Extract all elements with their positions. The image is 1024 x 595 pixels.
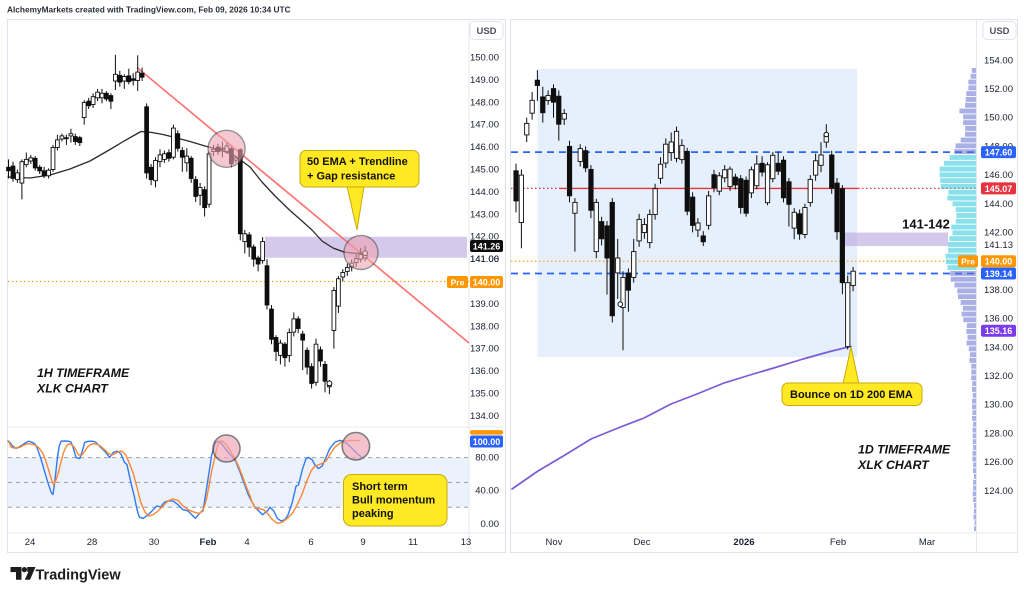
- svg-text:Bounce on 1D 200 EMA: Bounce on 1D 200 EMA: [790, 389, 913, 401]
- svg-text:30: 30: [149, 537, 160, 548]
- svg-text:Dec: Dec: [634, 537, 651, 548]
- svg-text:146.00: 146.00: [984, 170, 1013, 181]
- svg-text:149.00: 149.00: [470, 75, 499, 86]
- svg-text:150.00: 150.00: [470, 53, 499, 64]
- svg-text:4: 4: [244, 537, 249, 548]
- svg-text:XLK CHART: XLK CHART: [36, 382, 109, 396]
- svg-text:XLK CHART: XLK CHART: [857, 458, 930, 472]
- svg-text:145.00: 145.00: [470, 165, 499, 176]
- svg-text:142.00: 142.00: [984, 228, 1013, 239]
- svg-text:143.00: 143.00: [470, 209, 499, 220]
- svg-text:146.00: 146.00: [470, 142, 499, 153]
- svg-text:9: 9: [360, 537, 365, 548]
- svg-text:Pre: Pre: [961, 257, 975, 267]
- svg-text:137.00: 137.00: [470, 344, 499, 355]
- svg-text:140.00: 140.00: [985, 257, 1013, 267]
- svg-text:136.00: 136.00: [470, 366, 499, 377]
- svg-text:1H TIMEFRAME: 1H TIMEFRAME: [37, 366, 130, 380]
- svg-text:Bull momentum: Bull momentum: [352, 495, 435, 507]
- svg-text:28: 28: [87, 537, 98, 548]
- svg-text:Feb: Feb: [830, 537, 846, 548]
- svg-text:130.00: 130.00: [984, 400, 1013, 411]
- svg-text:134.00: 134.00: [984, 342, 1013, 353]
- svg-text:140.00: 140.00: [473, 278, 501, 288]
- svg-text:50 EMA + Trendline: 50 EMA + Trendline: [307, 156, 408, 168]
- svg-text:40.00: 40.00: [475, 486, 499, 497]
- svg-text:141-142: 141-142: [902, 217, 950, 232]
- svg-text:144.00: 144.00: [984, 199, 1013, 210]
- svg-text:147.60: 147.60: [985, 148, 1013, 158]
- svg-text:AlchemyMarkets created with Tr: AlchemyMarkets created with TradingView.…: [7, 5, 291, 15]
- svg-text:126.00: 126.00: [984, 457, 1013, 468]
- svg-text:141.26: 141.26: [473, 242, 501, 252]
- svg-text:135.00: 135.00: [470, 389, 499, 400]
- svg-text:0.00: 0.00: [481, 519, 500, 530]
- svg-text:150.00: 150.00: [984, 113, 1013, 124]
- svg-text:141.00: 141.00: [470, 254, 499, 265]
- svg-text:145.07: 145.07: [985, 184, 1013, 194]
- svg-text:peaking: peaking: [352, 508, 394, 520]
- svg-text:6: 6: [308, 537, 313, 548]
- svg-text:Nov: Nov: [546, 537, 563, 548]
- svg-text:Pre: Pre: [451, 278, 465, 288]
- svg-text:24: 24: [25, 537, 36, 548]
- svg-text:Short term: Short term: [352, 481, 408, 493]
- svg-text:100.00: 100.00: [473, 437, 501, 447]
- svg-text:132.00: 132.00: [984, 371, 1013, 382]
- svg-text:1D TIMEFRAME: 1D TIMEFRAME: [858, 443, 951, 457]
- svg-text:2026: 2026: [733, 537, 754, 548]
- svg-text:138.00: 138.00: [984, 285, 1013, 296]
- svg-text:USD: USD: [476, 26, 496, 37]
- svg-text:Mar: Mar: [919, 537, 935, 548]
- svg-text:139.14: 139.14: [985, 269, 1013, 279]
- svg-text:152.00: 152.00: [984, 84, 1013, 95]
- svg-text:148.00: 148.00: [470, 97, 499, 108]
- svg-text:128.00: 128.00: [984, 428, 1013, 439]
- svg-text:141.06: 141.06: [470, 254, 499, 265]
- svg-text:+ Gap resistance: + Gap resistance: [307, 171, 395, 183]
- svg-text:138.00: 138.00: [470, 321, 499, 332]
- svg-text:141.13: 141.13: [984, 240, 1013, 251]
- svg-text:135.16: 135.16: [985, 326, 1013, 336]
- svg-text:136.00: 136.00: [984, 314, 1013, 325]
- svg-text:142.00: 142.00: [470, 232, 499, 243]
- svg-text:Feb: Feb: [200, 537, 217, 548]
- svg-text:TradingView: TradingView: [36, 568, 122, 584]
- svg-text:124.00: 124.00: [984, 486, 1013, 497]
- svg-text:13: 13: [461, 537, 472, 548]
- svg-text:USD: USD: [989, 26, 1009, 37]
- svg-text:80.00: 80.00: [475, 453, 499, 464]
- svg-text:134.00: 134.00: [470, 411, 499, 422]
- svg-text:147.00: 147.00: [470, 120, 499, 131]
- svg-text:144.00: 144.00: [470, 187, 499, 198]
- svg-text:154.00: 154.00: [984, 55, 1013, 66]
- svg-text:11: 11: [408, 537, 418, 548]
- svg-text:139.00: 139.00: [470, 299, 499, 310]
